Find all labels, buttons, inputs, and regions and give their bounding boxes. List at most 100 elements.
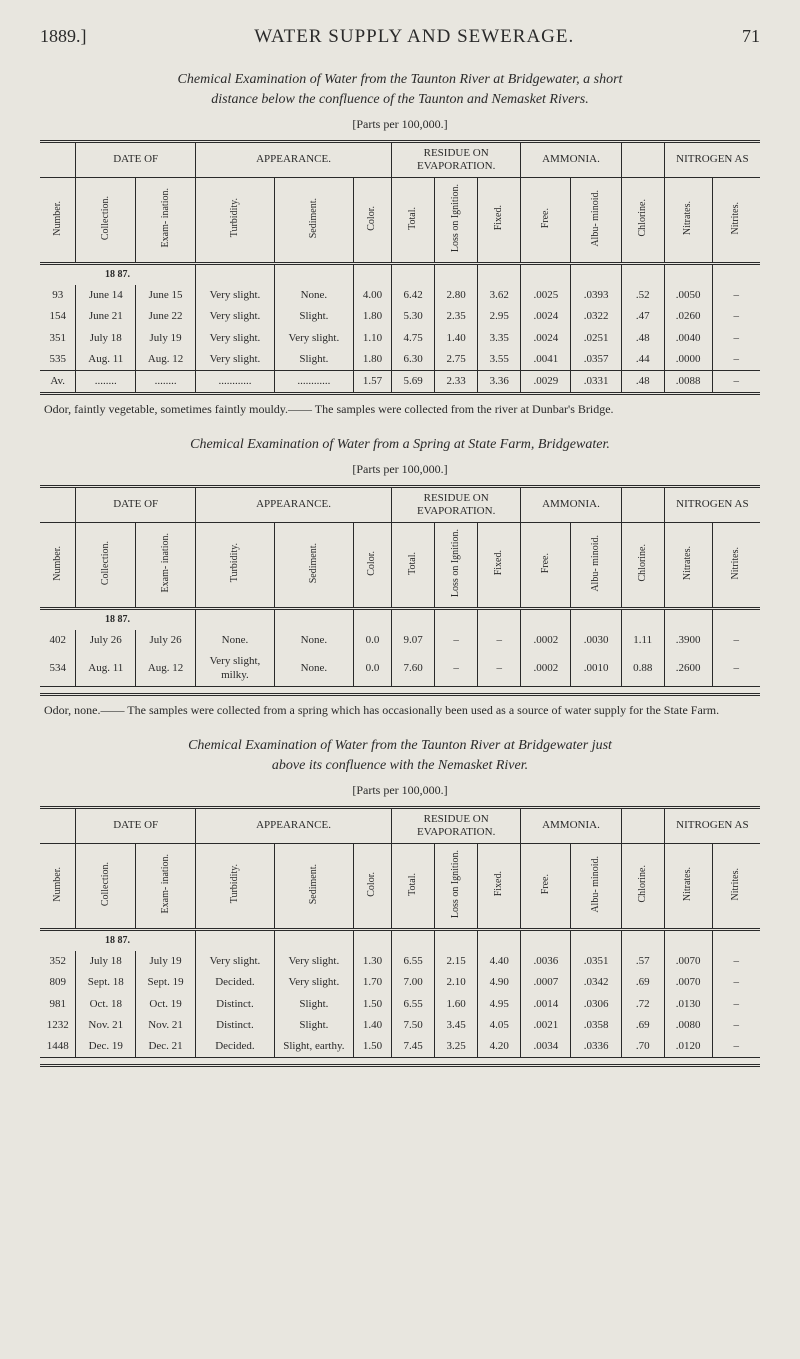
cell-nitrates: .0130 bbox=[664, 994, 712, 1015]
avg-albu: .0331 bbox=[571, 370, 621, 393]
cell-albu: .0336 bbox=[571, 1036, 621, 1058]
sub-color: Color. bbox=[366, 204, 378, 233]
sub-nitrates: Nitrates. bbox=[682, 544, 694, 582]
sub-free: Free. bbox=[540, 206, 552, 230]
cell-color: 0.0 bbox=[353, 651, 391, 686]
cell-n: 93 bbox=[40, 285, 76, 306]
cell-color: 1.10 bbox=[353, 328, 391, 349]
sub-total: Total. bbox=[407, 550, 419, 577]
sub-examination: Exam- ination. bbox=[160, 531, 172, 594]
cell-sed: None. bbox=[274, 630, 353, 651]
cell-total: 4.75 bbox=[392, 328, 435, 349]
cell-chlor: .47 bbox=[621, 306, 664, 327]
sub-sediment: Sediment. bbox=[308, 862, 320, 906]
cell-sed: Very slight. bbox=[274, 951, 353, 972]
cell-loss: 2.15 bbox=[435, 951, 478, 972]
cell-nitrites: – bbox=[712, 1015, 760, 1036]
table-row: 402July 26July 26None.None.0.09.07––.000… bbox=[40, 630, 760, 651]
cell-free: .0002 bbox=[521, 630, 571, 651]
cell-total: 7.45 bbox=[392, 1036, 435, 1058]
year-pad bbox=[195, 930, 274, 952]
cell-chlor: .69 bbox=[621, 972, 664, 993]
cell-total: 6.55 bbox=[392, 994, 435, 1015]
cell-chlor: .48 bbox=[621, 328, 664, 349]
col-blank2 bbox=[621, 141, 664, 177]
cell-n: 1232 bbox=[40, 1015, 76, 1036]
sub-sediment: Sediment. bbox=[308, 196, 320, 240]
cell-fixed: 3.35 bbox=[478, 328, 521, 349]
cell-sed: Very slight. bbox=[274, 328, 353, 349]
sub-albuminoid: Albu- minoid. bbox=[590, 854, 602, 915]
year-pad bbox=[664, 609, 712, 631]
table-row: 352July 18July 19Very slight.Very slight… bbox=[40, 951, 760, 972]
cell-chlor: .69 bbox=[621, 1015, 664, 1036]
cell-chlor: 0.88 bbox=[621, 651, 664, 686]
cell-nitrates: .0050 bbox=[664, 285, 712, 306]
table-row: 535Aug. 11Aug. 12Very slight.Slight.1.80… bbox=[40, 349, 760, 371]
cell-n: 352 bbox=[40, 951, 76, 972]
sub-total: Total. bbox=[407, 871, 419, 898]
cell-fixed: 4.95 bbox=[478, 994, 521, 1015]
cell-nitrates: .0040 bbox=[664, 328, 712, 349]
cell-albu: .0030 bbox=[571, 630, 621, 651]
sub-number: Number. bbox=[52, 199, 64, 238]
section3-parts: [Parts per 100,000.] bbox=[40, 783, 760, 798]
cell-coll: July 26 bbox=[76, 630, 136, 651]
year-pad bbox=[712, 609, 760, 631]
cell-turb: Distinct. bbox=[195, 994, 274, 1015]
cell-nitrites: – bbox=[712, 328, 760, 349]
cell-color: 1.50 bbox=[353, 994, 391, 1015]
table-row: 809Sept. 18Sept. 19Decided.Very slight.1… bbox=[40, 972, 760, 993]
cell-nitrites: – bbox=[712, 349, 760, 371]
cell-free: .0036 bbox=[521, 951, 571, 972]
cell-sed: Slight. bbox=[274, 306, 353, 327]
cell-albu: .0010 bbox=[571, 651, 621, 686]
cell-total: 6.42 bbox=[392, 285, 435, 306]
cell-color: 1.80 bbox=[353, 349, 391, 371]
sub-albuminoid: Albu- minoid. bbox=[590, 188, 602, 249]
cell-loss: 2.10 bbox=[435, 972, 478, 993]
cell-turb: Distinct. bbox=[195, 1015, 274, 1036]
cell-free: .0002 bbox=[521, 651, 571, 686]
cell-free: .0024 bbox=[521, 306, 571, 327]
col-dateof: DATE OF bbox=[76, 141, 196, 177]
col-ammonia: AMMONIA. bbox=[521, 486, 621, 522]
cell-color: 1.30 bbox=[353, 951, 391, 972]
avg-color: 1.57 bbox=[353, 370, 391, 393]
sub-collection: Collection. bbox=[100, 194, 112, 242]
section1-caption: Chemical Examination of Water from the T… bbox=[48, 70, 752, 111]
cell-color: 0.0 bbox=[353, 630, 391, 651]
cell-n: 402 bbox=[40, 630, 76, 651]
sub-nitrites: Nitrites. bbox=[730, 866, 742, 903]
cell-coll: Oct. 18 bbox=[76, 994, 136, 1015]
sub-nitrites: Nitrites. bbox=[730, 545, 742, 582]
cell-albu: .0342 bbox=[571, 972, 621, 993]
cell-exam: Nov. 21 bbox=[136, 1015, 196, 1036]
avg-sed: ............ bbox=[274, 370, 353, 393]
cell-total: 5.30 bbox=[392, 306, 435, 327]
cell-turb: Very slight. bbox=[195, 951, 274, 972]
col-appearance: APPEARANCE. bbox=[195, 141, 391, 177]
cell-nitrites: – bbox=[712, 994, 760, 1015]
year-pad bbox=[521, 930, 571, 952]
sub-loss: Loss on Ignition. bbox=[450, 527, 462, 599]
cell-sed: Slight, earthy. bbox=[274, 1036, 353, 1058]
cell-free: .0025 bbox=[521, 285, 571, 306]
cell-total: 7.60 bbox=[392, 651, 435, 686]
running-pageno: 71 bbox=[742, 26, 760, 47]
cell-albu: .0351 bbox=[571, 951, 621, 972]
cell-nitrates: .0260 bbox=[664, 306, 712, 327]
avg-loss: 2.33 bbox=[435, 370, 478, 393]
cell-nitrates: .0080 bbox=[664, 1015, 712, 1036]
cell-total: 9.07 bbox=[392, 630, 435, 651]
sub-fixed: Fixed. bbox=[493, 869, 505, 898]
cell-coll: Aug. 11 bbox=[76, 651, 136, 686]
sub-total: Total. bbox=[407, 205, 419, 232]
cell-free: .0024 bbox=[521, 328, 571, 349]
cell-fixed: 4.90 bbox=[478, 972, 521, 993]
cell-loss: 2.75 bbox=[435, 349, 478, 371]
col-appearance: APPEARANCE. bbox=[195, 807, 391, 843]
col-dateof: DATE OF bbox=[76, 807, 196, 843]
col-dateof: DATE OF bbox=[76, 486, 196, 522]
section1-avg-row: Av. ........ ........ ............ .....… bbox=[40, 370, 760, 393]
